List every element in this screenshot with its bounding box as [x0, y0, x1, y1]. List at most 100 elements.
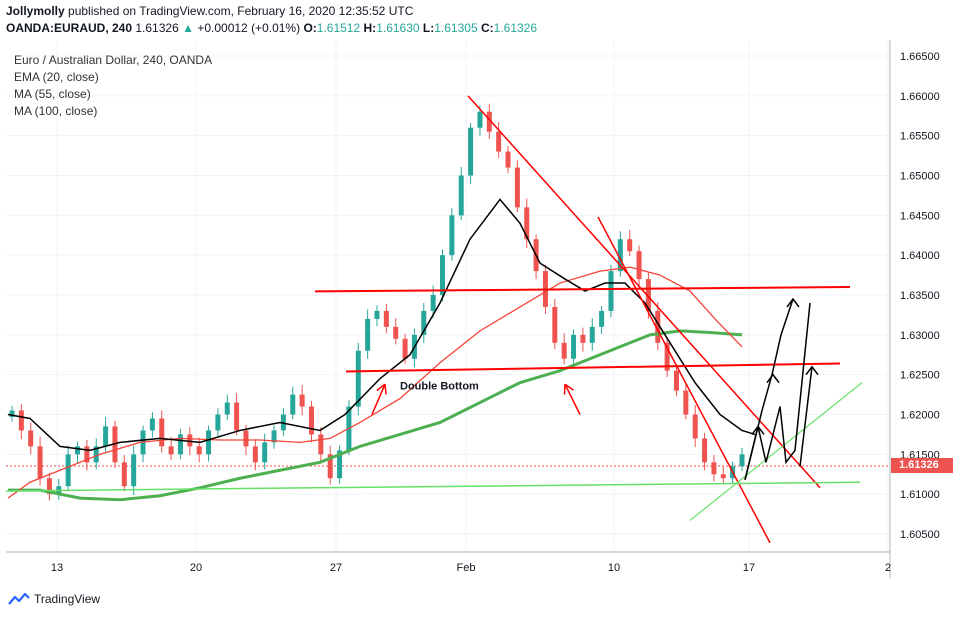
price-change: +0.00012 (+0.01%): [197, 21, 301, 35]
time-axis-labels: 13 20 27 Feb 10 17 2: [51, 562, 891, 574]
drawings: Double Bottom: [5, 95, 863, 544]
candle-body: [374, 310, 380, 319]
price-tick-label: 1.63000: [900, 330, 940, 342]
red-arrow-head: [564, 383, 574, 391]
candle-body: [131, 454, 137, 487]
legend-ma100[interactable]: MA (100, close): [14, 104, 98, 118]
candle-body: [720, 474, 726, 479]
time-tick-label: 2: [885, 562, 891, 574]
candle-body: [496, 131, 502, 152]
legend-ema20[interactable]: EMA (20, close): [14, 70, 99, 84]
downtrend-line-2: [597, 216, 771, 544]
candle-body: [739, 454, 745, 467]
downtrend-line-1: [467, 95, 821, 489]
candle-body: [65, 454, 71, 487]
projection-path-c: [799, 366, 813, 467]
candle-body: [103, 426, 109, 447]
candle-body: [393, 326, 399, 339]
price-tick-label: 1.64000: [900, 250, 940, 262]
open-value: 1.61512: [316, 21, 361, 35]
symbol-label[interactable]: OANDA:EURAUD, 240: [6, 21, 133, 35]
tradingview-logo-icon[interactable]: [8, 592, 30, 606]
candle-body: [524, 207, 530, 240]
legend-ma55[interactable]: MA (55, close): [14, 87, 91, 101]
time-tick-label: Feb: [457, 562, 476, 574]
candle-body: [308, 406, 314, 435]
price-tick-label: 1.66000: [900, 91, 940, 103]
candle-body: [215, 414, 221, 431]
candle-body: [159, 418, 165, 447]
symbol-header: OANDA:EURAUD, 240 1.61326 ▲ +0.00012 (+0…: [6, 21, 537, 35]
green-support-line: [5, 481, 861, 492]
neckline: [345, 362, 841, 373]
last-price-tag: 1.61326: [891, 458, 953, 473]
red-arrow-shaft: [564, 383, 581, 415]
candle-body: [28, 430, 34, 447]
last-price: 1.61326: [135, 21, 179, 35]
candle-body: [514, 167, 520, 208]
candle-body: [692, 414, 698, 439]
candle-body: [552, 306, 558, 343]
red-arrow-head: [376, 383, 386, 392]
candle-body: [458, 175, 464, 216]
arrow-head-icon: [766, 373, 780, 384]
candle-body: [121, 462, 127, 487]
footer-brand[interactable]: TradingView: [34, 592, 101, 606]
arrow-head-icon: [786, 297, 800, 308]
arrow-head-icon: [805, 365, 819, 376]
candle-body: [271, 430, 277, 443]
candle-body: [177, 434, 183, 455]
price-tick-label: 1.62000: [900, 410, 940, 422]
candle-body: [383, 310, 389, 327]
candle-body: [645, 279, 651, 311]
candle-body: [337, 450, 343, 479]
candle-body: [430, 295, 436, 311]
published-text: published on TradingView.com, February 1…: [68, 4, 414, 18]
candles: [9, 103, 745, 501]
candle-body: [84, 446, 90, 463]
ema20-line: [7, 198, 756, 452]
candle-body: [599, 310, 605, 327]
price-tick-label: 1.66500: [900, 51, 940, 63]
candle-body: [149, 418, 155, 431]
up-triangle-icon: ▲: [182, 21, 194, 35]
ma100-line: [8, 329, 743, 502]
price-tick-label: 1.62500: [900, 370, 940, 382]
candle-body: [627, 239, 633, 252]
candle-body: [365, 318, 371, 351]
publisher-name[interactable]: Jollymolly: [6, 4, 65, 18]
low-label: L:: [422, 21, 435, 35]
time-tick-label: 17: [743, 562, 755, 574]
candle-body: [243, 430, 249, 447]
candle-body: [711, 462, 717, 475]
price-tick-label: 1.65000: [900, 171, 940, 183]
candle-body: [402, 338, 408, 359]
candle-body: [486, 111, 492, 132]
candle-body: [299, 394, 305, 407]
candle-body: [46, 478, 52, 495]
price-tick-label: 1.60500: [900, 529, 940, 541]
candle-body: [196, 446, 202, 455]
arrow-head-icon: [751, 425, 765, 435]
candle-body: [75, 446, 81, 455]
candle-body: [571, 334, 577, 359]
candle-body: [468, 127, 474, 176]
candle-body: [421, 310, 427, 335]
close-label: C:: [480, 21, 494, 35]
double-bottom-label: Double Bottom: [400, 380, 479, 392]
candle-body: [636, 251, 642, 280]
price-tick-label: 1.65500: [900, 131, 940, 143]
candle-body: [617, 239, 623, 272]
high-value: 1.61630: [376, 21, 420, 35]
moving-averages: [7, 198, 756, 502]
publish-header: Jollymolly published on TradingView.com,…: [6, 4, 413, 18]
price-tick-label: 1.61000: [900, 489, 940, 501]
candle-body: [440, 255, 446, 295]
candle-body: [262, 442, 268, 463]
candle-body: [37, 446, 43, 479]
footer: TradingView: [8, 592, 100, 606]
high-label: H:: [363, 21, 377, 35]
candle-body: [187, 434, 193, 447]
candle-body: [477, 111, 483, 128]
